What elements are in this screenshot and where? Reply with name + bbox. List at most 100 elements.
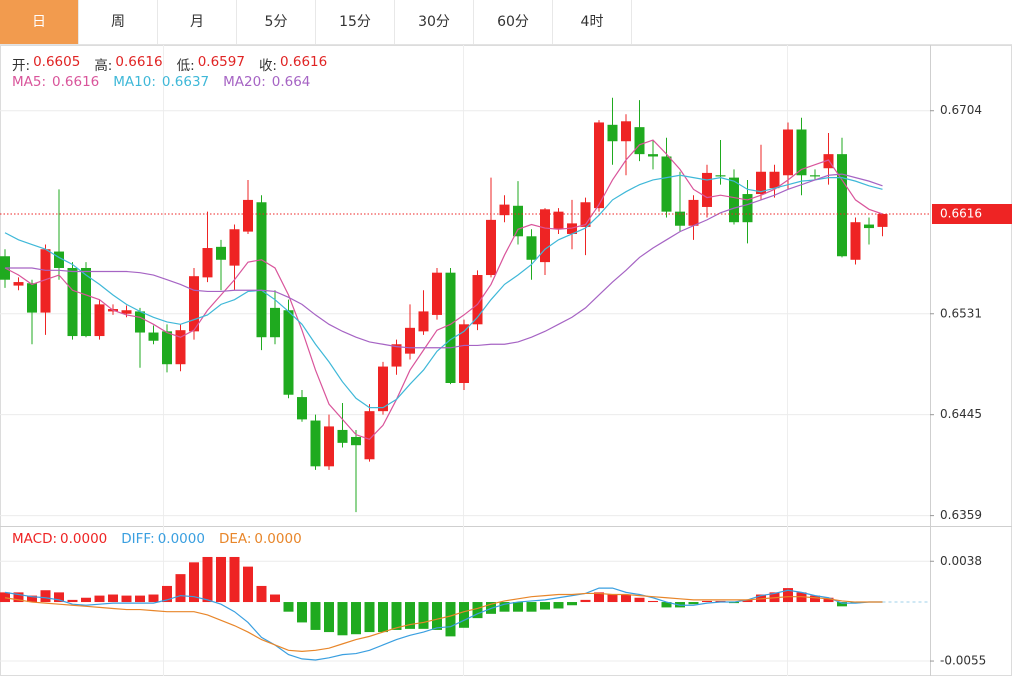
legend-name: MA5:: [12, 74, 47, 90]
period-tab[interactable]: 15分: [316, 0, 395, 44]
y-tick-label: 0.6704: [940, 103, 982, 117]
candle-body: [13, 282, 24, 286]
ma-line: [4, 139, 883, 441]
candle-body: [162, 331, 172, 365]
macd-bar: [297, 602, 307, 623]
macd-bar: [540, 602, 550, 610]
macd-bar: [823, 597, 834, 603]
last-price-label: 0.6616: [940, 206, 982, 220]
macd-bar: [837, 602, 847, 607]
legend-value: 0.664: [271, 74, 311, 90]
candle-body: [418, 311, 429, 332]
legend-value: 0.0000: [254, 531, 302, 547]
period-tab[interactable]: 60分: [474, 0, 553, 44]
macd-bar: [607, 594, 618, 603]
candle-body: [715, 175, 726, 177]
macd-bar: [648, 600, 658, 603]
macd-bar: [135, 595, 145, 603]
candle-body: [850, 222, 861, 260]
candle-body: [769, 171, 780, 189]
macd-bar: [351, 602, 361, 635]
period-tab[interactable]: 5分: [237, 0, 316, 44]
macd-bar: [67, 599, 78, 603]
candle-body: [499, 204, 510, 216]
macd-bar: [216, 556, 226, 603]
legend-value: 0.0000: [157, 531, 205, 547]
candle-body: [810, 175, 820, 177]
frame: [0, 45, 1012, 676]
candle-body: [243, 199, 253, 232]
candle-body: [486, 219, 496, 276]
legend-value: 0.0000: [60, 531, 108, 547]
macd-bar: [783, 588, 793, 603]
macd-bar: [270, 594, 280, 603]
candle-body: [513, 205, 523, 237]
macd-bar: [0, 592, 10, 603]
candle-body: [216, 246, 226, 260]
macd-bar: [702, 600, 712, 603]
macd-bar: [405, 602, 415, 629]
candle-body: [337, 429, 348, 443]
macd-bar: [634, 597, 645, 603]
candle-body: [202, 248, 213, 278]
legend-value: 0.6616: [52, 74, 100, 90]
macd-bar: [94, 595, 105, 603]
macd-bar: [364, 602, 375, 633]
candle-body: [702, 172, 712, 207]
ohlc-label: 收:: [258, 58, 277, 74]
candle-body: [688, 199, 699, 226]
period-tab[interactable]: 4时: [553, 0, 632, 44]
macd-bar: [283, 602, 294, 612]
macd-bar: [81, 597, 91, 603]
candle-body: [283, 310, 294, 395]
ma-line: [5, 173, 883, 349]
candle-body: [229, 229, 240, 266]
candle-body: [472, 275, 483, 325]
legend-name: DIFF:: [121, 531, 155, 547]
legend-item: MACD: 0.0000: [12, 531, 107, 547]
macd-bar: [108, 594, 118, 603]
macd-bar: [229, 556, 240, 603]
candle-body: [729, 177, 739, 223]
macd-bar: [337, 602, 348, 636]
macd-bar: [594, 592, 604, 603]
macd-bar: [243, 566, 253, 603]
macd-legend: MACD: 0.0000 DIFF: 0.0000 DEA: 0.0000: [12, 531, 302, 547]
candle-body: [864, 224, 874, 229]
macd-bar: [391, 602, 402, 630]
ohlc-label: 开:: [12, 58, 31, 74]
candle-body: [553, 211, 564, 230]
candle-body: [40, 249, 51, 313]
candle-body: [270, 307, 280, 338]
macd-bar: [742, 599, 753, 603]
candle-body: [94, 304, 105, 337]
candle-body: [351, 436, 361, 446]
candle-body: [27, 283, 37, 313]
last-price-tag: [932, 203, 1012, 224]
candle-body: [661, 156, 672, 212]
candle-body: [121, 310, 132, 314]
macd-bar: [310, 602, 321, 630]
ohlc-label: 高:: [94, 58, 113, 74]
period-tabs: 日周月 5分 15分 30分 60分 4时: [0, 0, 1012, 45]
macd-bar: [661, 602, 672, 608]
legend-name: MACD:: [12, 531, 58, 547]
candle-body: [364, 411, 375, 460]
ma-line: [4, 174, 883, 409]
period-tab[interactable]: 日: [0, 0, 79, 44]
macd-bar: [202, 556, 213, 603]
macd-bar: [162, 585, 172, 603]
period-tab[interactable]: 30分: [395, 0, 474, 44]
candle-body: [54, 251, 64, 268]
candle-body: [297, 397, 307, 420]
candle-body: [837, 154, 847, 257]
legend-item: MA20: 0.664: [223, 74, 310, 90]
legend-value: 0.6637: [161, 74, 210, 90]
ohlc-item: 高: 0.6616: [94, 54, 162, 74]
period-tab[interactable]: 周: [79, 0, 158, 44]
legend-item: MA10: 0.6637: [113, 74, 209, 90]
period-tab[interactable]: 月: [158, 0, 237, 44]
candle-body: [459, 324, 469, 383]
